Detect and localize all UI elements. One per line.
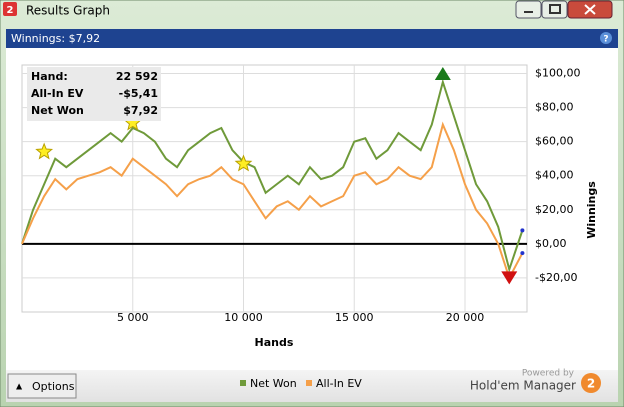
legend-label: Net Won (250, 377, 297, 390)
options-arrow: ▲ (16, 382, 23, 391)
x-axis-title: Hands (255, 336, 294, 349)
window-controls[interactable] (515, 0, 613, 19)
y-tick-label: $100,00 (535, 67, 581, 80)
series-line (21, 78, 524, 273)
x-tick-label: 10 000 (224, 311, 263, 324)
series-line (21, 121, 524, 281)
stats-value: 22 592 (116, 70, 158, 83)
window-title: Results Graph (26, 4, 110, 18)
options-label: Options (32, 380, 75, 393)
stats-label: Net Won (31, 104, 84, 117)
stats-box (27, 67, 161, 121)
brand: Hold'em Manager (470, 379, 576, 393)
legend-swatch (306, 380, 312, 386)
header-text: Winnings: $7,92 (11, 32, 100, 45)
header-bar (6, 29, 618, 48)
brand-logo (581, 373, 601, 393)
stats-label: All-In EV (31, 87, 84, 100)
stats-value: $7,92 (123, 104, 158, 117)
help-text: ? (603, 35, 608, 45)
stats-value: -$5,41 (119, 87, 158, 100)
end-dot (520, 228, 525, 233)
maximize[interactable] (541, 0, 568, 19)
y-axis-title: Winnings (585, 181, 598, 239)
legend-swatch (240, 380, 246, 386)
minimize[interactable] (515, 0, 542, 19)
x-tick-label: 20 000 (446, 311, 485, 324)
y-tick-label: $0,00 (535, 237, 567, 250)
star-marker (35, 142, 54, 160)
stats-label: Hand: (31, 70, 68, 83)
plot: -$20,00 $0,00 $20,00 $40,00 $60,00 $80,00 $100… (21, 64, 581, 324)
legend-label: All-In EV (316, 377, 362, 390)
brand-logo-text: 2 (587, 377, 595, 391)
y-tick-label: $40,00 (535, 169, 574, 182)
options-button[interactable] (7, 373, 77, 399)
end-dot (520, 251, 525, 256)
y-tick-label: $20,00 (535, 203, 574, 216)
y-tick-label: -$20,00 (535, 271, 577, 284)
app-icon (3, 2, 17, 16)
x-tick-label: 5 000 (117, 311, 149, 324)
powered-by: Powered by (522, 369, 575, 379)
help[interactable] (600, 32, 612, 44)
y-tick-label: $60,00 (535, 135, 574, 148)
x-tick-label: 15 000 (335, 311, 374, 324)
app-icon-text: 2 (7, 5, 14, 16)
max-marker (434, 67, 451, 81)
star-marker (234, 154, 253, 172)
y-tick-label: $80,00 (535, 101, 574, 114)
min-marker (501, 271, 518, 285)
